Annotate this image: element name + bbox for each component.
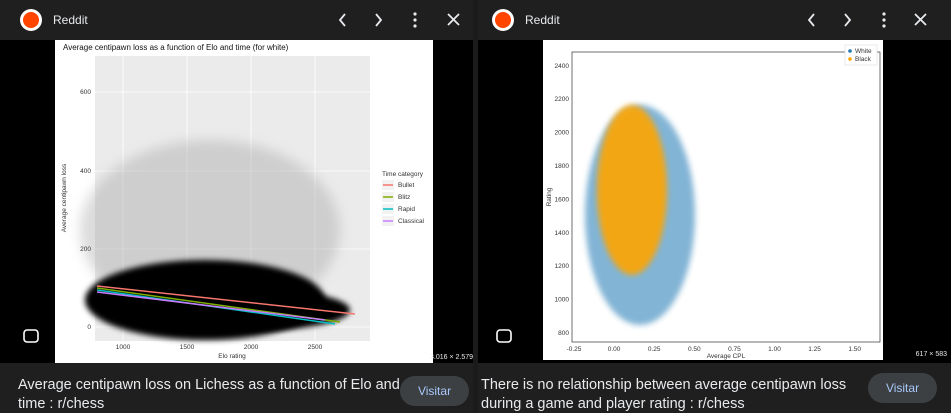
- y-axis-label: Rating: [546, 187, 553, 206]
- trend-lines: [96, 285, 356, 325]
- y-tick-label: 600: [80, 89, 91, 96]
- legend-key: [848, 49, 852, 53]
- prev-button[interactable]: [807, 13, 815, 27]
- next-button[interactable]: [375, 13, 383, 27]
- next-button[interactable]: [844, 13, 852, 27]
- y-tick-label: 1600: [555, 196, 570, 203]
- prev-button[interactable]: [338, 13, 346, 27]
- y-tick-label: 2000: [555, 130, 570, 137]
- visit-label: Visitar: [418, 384, 451, 398]
- visit-button[interactable]: [868, 373, 937, 403]
- caption: Average centipawn loss on Lichess as a f…: [18, 377, 400, 393]
- legend-label: Black: [855, 56, 872, 63]
- y-tick-label: 1200: [555, 263, 570, 270]
- close-button[interactable]: [447, 13, 460, 26]
- y-tick-label: 800: [558, 330, 569, 337]
- x-tick-label: 0.00: [608, 346, 621, 353]
- x-tick-label: 1500: [180, 344, 195, 351]
- lens-button[interactable]: [496, 329, 512, 343]
- x-tick-label: 1.00: [768, 346, 781, 353]
- y-tick-label: 1000: [555, 297, 570, 304]
- caption: time : r/chess: [18, 396, 104, 412]
- x-tick-label: 0.50: [688, 346, 701, 353]
- x-axis-label: Elo rating: [218, 353, 246, 360]
- legend-title: Time category: [382, 171, 424, 178]
- x-tick-label: 0.75: [728, 346, 741, 353]
- lens-button[interactable]: [23, 329, 39, 343]
- y-tick-label: 2400: [555, 63, 570, 70]
- legend-label: Rapid: [398, 206, 415, 213]
- legend-keys: [382, 180, 394, 226]
- legend-label: Classical: [398, 218, 425, 225]
- x-axis-label: Average CPL: [707, 353, 746, 360]
- x-tick-label: 1.25: [808, 346, 821, 353]
- x-tick-label: 2000: [244, 344, 259, 351]
- y-tick-label: 200: [80, 246, 91, 253]
- visit-label: Visitar: [886, 381, 919, 395]
- caption: There is no relationship between average…: [481, 377, 846, 393]
- close-button[interactable]: [914, 13, 927, 26]
- image-size: 3.016 × 2.579: [430, 354, 473, 361]
- y-tick-label: 400: [80, 168, 91, 175]
- y-tick-label: 1800: [555, 163, 570, 170]
- legend-label: Blitz: [398, 194, 410, 201]
- source-name: Reddit: [525, 13, 560, 27]
- x-tick-label: -0.25: [567, 346, 582, 353]
- chart-title: Average centipawn loss as a function of …: [63, 43, 289, 52]
- caption: during a game and player rating : r/ches…: [481, 396, 745, 412]
- x-tick-label: 0.25: [648, 346, 661, 353]
- y-tick-label: 1400: [555, 230, 570, 237]
- header: [20, 9, 927, 343]
- y-tick-label: 0: [87, 324, 91, 331]
- source-name: Reddit: [53, 13, 88, 27]
- x-tick-label: 1.50: [848, 346, 861, 353]
- scatter-cloud: [597, 105, 667, 275]
- y-axis-label: Average centipawn loss: [61, 163, 68, 232]
- legend-box: [844, 44, 878, 66]
- legend-label: Bullet: [398, 182, 414, 189]
- x-tick-label: 1000: [116, 344, 131, 351]
- visit-button[interactable]: [400, 376, 469, 406]
- y-tick-label: 2200: [555, 96, 570, 103]
- x-tick-label: 2500: [308, 344, 323, 351]
- legend-key: [848, 57, 852, 61]
- legend-label: White: [855, 48, 872, 55]
- axes-box: [571, 51, 881, 343]
- image-size: 617 × 583: [916, 351, 947, 358]
